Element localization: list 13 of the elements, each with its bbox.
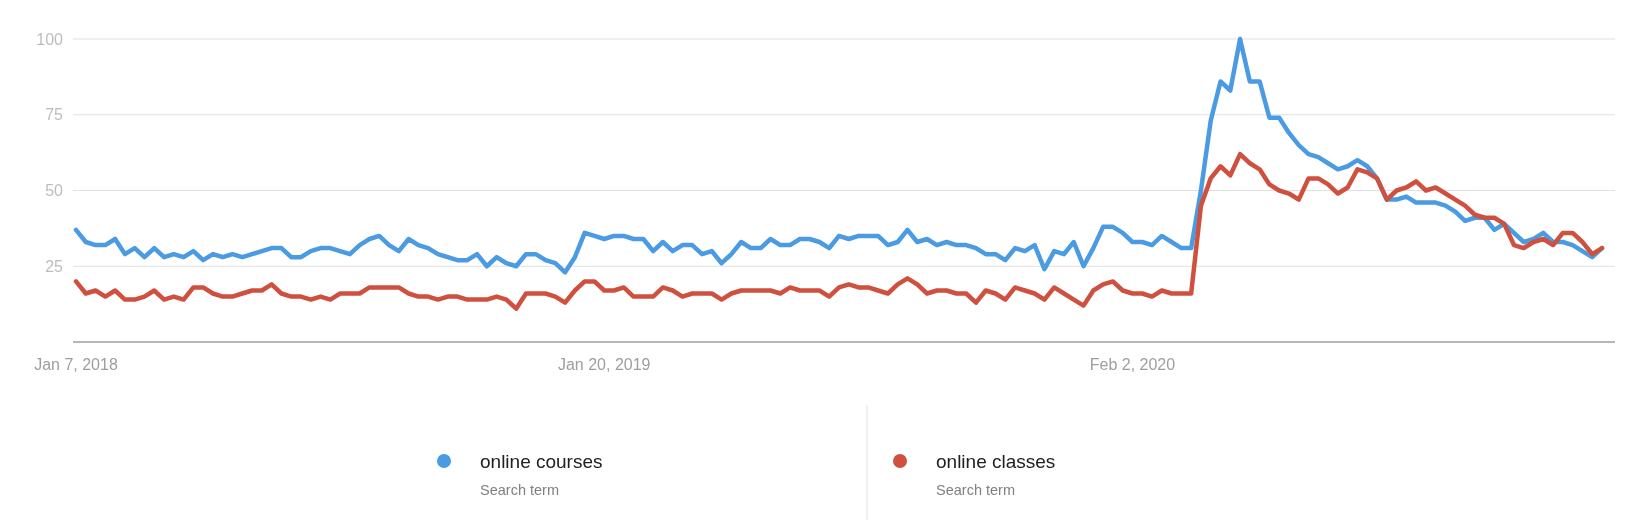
legend-label: online courses [480, 451, 603, 472]
x-tick-label: Jan 20, 2019 [557, 356, 651, 373]
line-series [73, 36, 1605, 275]
y-tick-label: 75 [45, 106, 64, 124]
x-tick-label: Jan 7, 2018 [34, 356, 118, 373]
x-tick-label: Feb 2, 2020 [1089, 356, 1176, 373]
line-series [73, 151, 1605, 311]
text: Search term [936, 482, 1015, 498]
y-tick-label: 50 [45, 182, 64, 200]
text: Search term [480, 482, 559, 498]
y-tick-label: 25 [45, 257, 64, 275]
legend-label: online classes [936, 451, 1056, 472]
y-tick-label: 100 [36, 30, 64, 48]
